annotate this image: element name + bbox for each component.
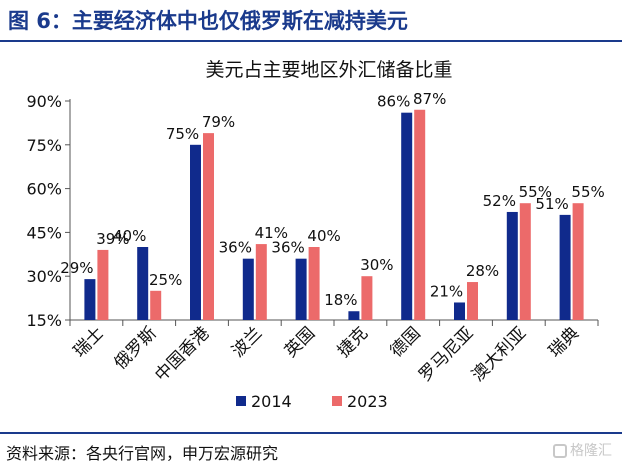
- category-label: 德国: [387, 323, 425, 361]
- data-label-2014: 36%: [271, 239, 304, 257]
- bar-2023: [255, 244, 267, 320]
- data-label-2014: 86%: [377, 93, 410, 111]
- y-tick-label: 75%: [26, 136, 62, 155]
- y-tick-label: 30%: [26, 267, 62, 286]
- category-label: 俄罗斯: [111, 323, 161, 373]
- data-label-2023: 25%: [149, 271, 182, 289]
- legend-label-2014: 2014: [251, 392, 292, 411]
- data-label-2014: 18%: [324, 291, 357, 309]
- category-label: 捷克: [334, 323, 372, 361]
- y-tick-label: 15%: [26, 311, 62, 330]
- legend-label-2023: 2023: [347, 392, 388, 411]
- chart-title: 美元占主要地区外汇储备比重: [205, 59, 452, 81]
- category-label: 英国: [281, 323, 319, 361]
- y-tick-label: 45%: [26, 223, 62, 242]
- data-label-2014: 51%: [535, 195, 568, 213]
- header-divider: [0, 40, 622, 42]
- bar-chart: 美元占主要地区外汇储备比重15%30%45%60%75%90%29%39%40%…: [26, 59, 604, 411]
- legend-swatch-2014: [236, 396, 246, 406]
- data-label-2014: 36%: [219, 239, 252, 257]
- bar-2014: [137, 247, 149, 320]
- data-label-2023: 28%: [466, 262, 499, 280]
- footer-divider: [0, 432, 622, 434]
- bar-2023: [203, 133, 214, 320]
- data-label-2023: 55%: [519, 183, 552, 201]
- bar-2023: [150, 290, 162, 320]
- data-label-2023: 41%: [255, 224, 288, 242]
- bar-2014: [295, 258, 307, 320]
- data-label-2014: 52%: [483, 192, 516, 210]
- figure-header: 图 6：主要经济体中也仅俄罗斯在减持美元: [0, 0, 622, 42]
- bar-2014: [190, 144, 201, 320]
- bar-2023: [414, 109, 426, 320]
- data-label-2023: 87%: [413, 90, 446, 108]
- category-label: 波兰: [228, 323, 266, 361]
- bar-2023: [467, 282, 478, 320]
- figure-title: 图 6：主要经济体中也仅俄罗斯在减持美元: [8, 9, 408, 33]
- category-label: 罗马尼亚: [415, 323, 477, 385]
- watermark-logo-icon: [553, 444, 567, 458]
- bar-2023: [572, 203, 584, 320]
- data-label-2023: 40%: [307, 227, 340, 245]
- bar-2014: [242, 258, 254, 320]
- bar-2023: [361, 276, 373, 320]
- bar-2014: [401, 112, 413, 321]
- bar-2023: [97, 249, 109, 320]
- data-label-2023: 79%: [202, 113, 235, 131]
- data-label-2014: 29%: [60, 259, 93, 277]
- data-label-2014: 40%: [113, 227, 146, 245]
- bar-2014: [348, 311, 360, 320]
- y-tick-label: 90%: [26, 92, 62, 111]
- category-label: 瑞士: [70, 323, 108, 361]
- y-tick-label: 60%: [26, 180, 62, 199]
- bar-2014: [84, 279, 96, 320]
- bar-2014: [506, 211, 518, 320]
- category-label: 中国香港: [151, 323, 213, 385]
- watermark-text: 格隆汇: [570, 443, 612, 459]
- watermark: 格隆汇: [553, 440, 612, 460]
- category-label: 瑞典: [545, 323, 583, 361]
- data-label-2014: 75%: [166, 125, 199, 143]
- bar-2023: [519, 203, 531, 320]
- bar-2014: [559, 214, 571, 320]
- legend-swatch-2023: [332, 396, 342, 406]
- category-label: 澳大利亚: [468, 323, 530, 385]
- data-label-2023: 55%: [571, 183, 604, 201]
- data-label-2023: 39%: [96, 230, 129, 248]
- data-label-2014: 21%: [430, 282, 463, 300]
- source-note: 资料来源：各央行官网，申万宏源研究: [6, 444, 279, 463]
- data-label-2023: 30%: [360, 256, 393, 274]
- bar-2014: [454, 302, 465, 320]
- bar-2023: [308, 247, 320, 320]
